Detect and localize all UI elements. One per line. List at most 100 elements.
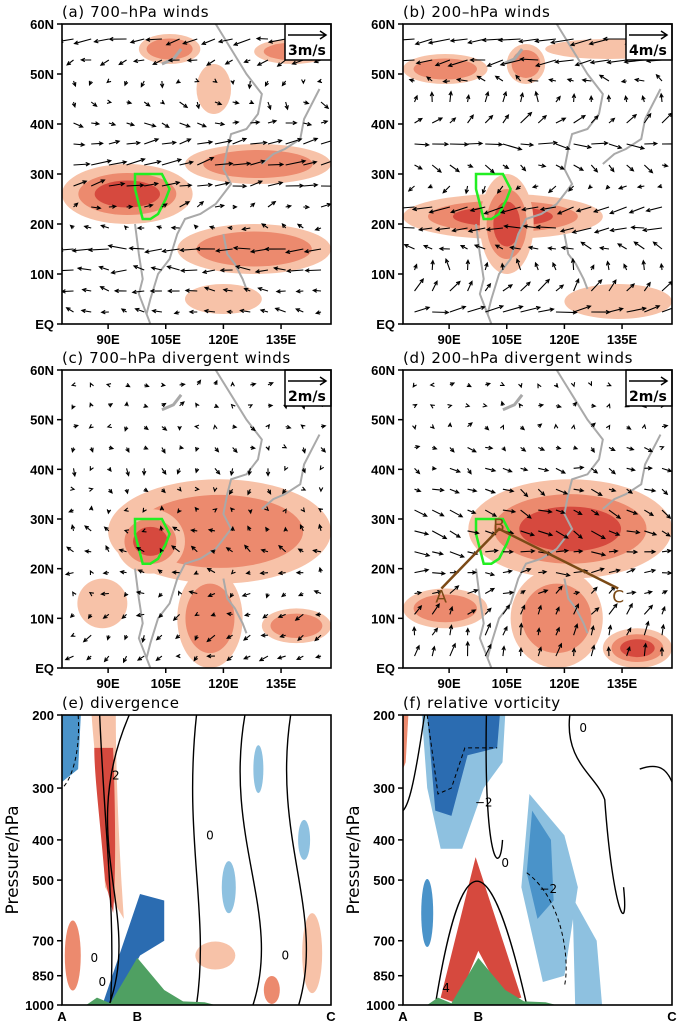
wind-vector <box>573 623 579 636</box>
wind-vector <box>149 288 162 294</box>
reference-vector-label: 2m/s <box>629 389 667 405</box>
wind-vector <box>91 121 101 126</box>
wind-vector <box>161 488 166 494</box>
wind-vector <box>484 587 496 594</box>
y-axis-label: Pressure/hPa <box>3 806 23 915</box>
wind-vector <box>643 164 654 174</box>
wind-vector <box>573 445 579 450</box>
wind-vector <box>661 307 672 313</box>
wind-vector <box>124 426 129 432</box>
wind-vector <box>179 247 198 253</box>
wind-vector <box>283 526 288 532</box>
wind-vector <box>430 259 435 271</box>
positive-shading <box>195 941 236 970</box>
wind-vector <box>476 75 486 82</box>
wind-vector <box>143 425 149 431</box>
wind-vector <box>573 590 581 596</box>
wind-vector <box>537 383 542 389</box>
wind-vector <box>250 120 261 125</box>
wind-vector <box>72 591 77 597</box>
wind-vector <box>403 38 415 41</box>
wind-vector <box>193 424 200 430</box>
wind-vector <box>431 466 438 471</box>
plot-area-a <box>62 24 331 324</box>
wind-vector <box>241 592 251 598</box>
wind-vector <box>608 568 621 574</box>
wind-vector <box>260 633 269 638</box>
wind-vector <box>265 593 270 599</box>
lake-baikal <box>161 393 183 412</box>
wind-vector <box>429 404 435 409</box>
wind-vector <box>467 609 477 615</box>
wind-vector <box>449 551 465 558</box>
wind-vector <box>134 307 145 313</box>
wind-vector <box>520 590 526 595</box>
wind-vector <box>606 59 627 65</box>
wind-vector <box>213 379 218 386</box>
section-point-B: B <box>493 516 505 536</box>
wind-vector <box>538 467 550 473</box>
wind-vector <box>620 78 627 84</box>
wind-vector <box>80 57 92 63</box>
wind-vector <box>661 424 669 429</box>
wind-vector <box>465 627 470 636</box>
wind-vector <box>520 530 536 537</box>
wind-vector <box>633 241 645 250</box>
wind-vector <box>520 281 531 292</box>
wind-vector <box>644 568 657 574</box>
wind-vector <box>501 446 506 452</box>
wind-vector <box>502 114 510 124</box>
wind-vector <box>626 425 632 430</box>
x-tick-label: 105E <box>492 676 523 691</box>
wind-vector <box>537 423 543 428</box>
wind-vector <box>224 59 233 65</box>
y-tick-label: 40N <box>371 117 395 132</box>
wind-vector <box>102 570 109 576</box>
wind-vector <box>86 655 92 661</box>
y-tick-label: 1000 <box>366 998 395 1013</box>
y-tick-label: 40N <box>371 462 395 477</box>
coastline <box>134 223 148 315</box>
y-tick-label: 500 <box>373 873 395 888</box>
coastline <box>602 434 662 510</box>
y-tick-label: 200 <box>32 708 54 723</box>
wind-vector <box>432 590 443 595</box>
wind-vector <box>108 403 114 408</box>
wind-vector <box>73 161 91 167</box>
x-tick-label: 135E <box>266 332 297 347</box>
wind-vector <box>144 248 163 254</box>
wind-vector <box>414 509 428 517</box>
wind-vector <box>260 548 269 553</box>
y-axis-label: Pressure/hPa <box>344 806 364 915</box>
wind-vector <box>275 289 286 294</box>
coastline <box>261 434 321 510</box>
wind-vector <box>403 206 415 209</box>
wind-vector <box>158 613 164 619</box>
wind-vector <box>219 267 233 273</box>
wind-vector <box>426 76 433 82</box>
wind-vector <box>616 243 627 250</box>
wind-vector <box>137 569 145 574</box>
wind-vector <box>538 446 546 451</box>
wind-vector <box>414 568 430 574</box>
wind-vector <box>626 488 634 494</box>
positive-shading <box>64 920 81 991</box>
wind-vector <box>249 99 255 105</box>
cross-section-line <box>440 527 619 590</box>
wind-vector <box>177 425 182 431</box>
wind-vector <box>449 585 460 594</box>
wind-vector <box>212 508 218 513</box>
wind-vector <box>178 590 183 596</box>
wind-vector <box>276 59 286 67</box>
wind-vector <box>88 591 94 597</box>
wind-vector <box>129 38 145 44</box>
wind-vector <box>413 263 418 271</box>
wind-vector <box>465 94 471 103</box>
contour-label: 4 <box>442 981 450 995</box>
contour-line <box>568 715 626 915</box>
wind-vector <box>314 634 322 642</box>
wind-vector <box>465 403 471 408</box>
wind-vector <box>243 655 251 660</box>
wind-vector <box>482 403 488 408</box>
